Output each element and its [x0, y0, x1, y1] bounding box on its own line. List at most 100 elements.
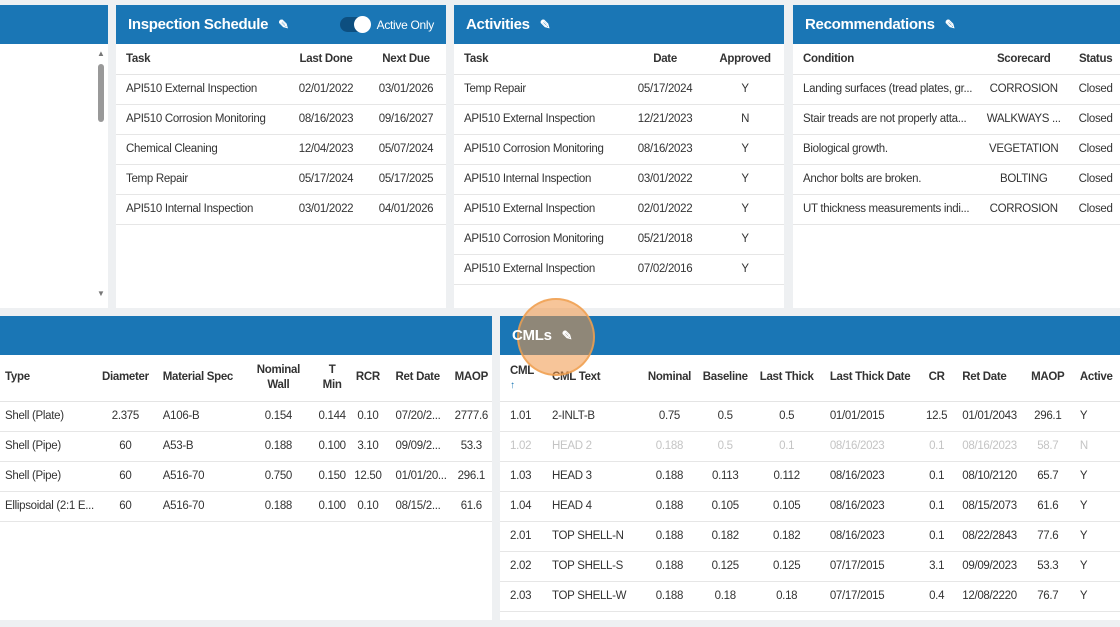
scroll-down-icon[interactable]: ▼ [97, 289, 105, 298]
column-header[interactable]: Nominal [642, 355, 697, 402]
table-row[interactable]: 2.02 TOP SHELL-S 0.188 0.125 0.125 07/17/2015… [500, 551, 1120, 582]
sort-ascending-icon[interactable]: ↑ [510, 379, 515, 391]
table-row[interactable]: 1.03 HEAD 3 0.188 0.113 0.112 08/16/2023 0.1 08… [500, 461, 1120, 492]
table-cell: 07/20/2... [385, 401, 451, 432]
table-row[interactable]: Chemical Cleaning 12/04/2023 05/07/2024 [116, 134, 446, 165]
scroll-up-icon[interactable]: ▲ [97, 49, 105, 58]
table-row[interactable]: Temp Repair 05/17/2024 Y [454, 74, 784, 105]
edit-pencil-icon[interactable]: ✎ [278, 16, 289, 32]
column-header[interactable]: Active [1069, 355, 1120, 402]
table-cell: 08/16/2023 [819, 461, 921, 492]
table-row[interactable]: 2.03 TOP SHELL-W 0.188 0.18 0.18 07/17/2015 0.… [500, 581, 1120, 612]
table-row[interactable]: API510 Internal Inspection 03/01/2022 04/0… [116, 194, 446, 225]
table-cell: TOP SHELL-W [542, 581, 642, 612]
column-header[interactable]: Task [116, 44, 286, 75]
table-cell: 08/15/2... [385, 491, 451, 522]
column-header[interactable]: MAOP [450, 355, 492, 402]
table-cell: API510 External Inspection [454, 104, 624, 135]
table-cell: 08/16/2023 [819, 521, 921, 552]
table-cell: 0.750 [242, 461, 314, 492]
column-header[interactable]: Material Spec [152, 355, 243, 402]
column-header[interactable]: Condition [793, 44, 977, 75]
table-cell: 77.6 [1025, 521, 1070, 552]
table-cell: N [706, 104, 784, 135]
table-cell: 08/16/2023 [624, 134, 707, 165]
table-cell: 61.6 [450, 491, 492, 522]
table-cell: API510 Internal Inspection [454, 164, 624, 195]
column-header[interactable]: MAOP [1025, 355, 1070, 402]
column-header[interactable]: Scorecard [976, 44, 1072, 75]
column-header[interactable]: CR [921, 355, 953, 402]
table-cell: 0.188 [642, 551, 697, 582]
table-row[interactable]: Shell (Pipe) 60 A53-B 0.188 0.100 3.10 09/09/2… [0, 431, 492, 462]
column-header[interactable]: Approved [706, 44, 784, 75]
table-row[interactable]: 1.01 2-INLT-B 0.75 0.5 0.5 01/01/2015 12.5 01/0… [500, 401, 1120, 432]
table-cell: 0.1 [753, 431, 820, 462]
table-row[interactable]: API510 Corrosion Monitoring 08/16/2023 Y [454, 134, 784, 165]
table-row[interactable]: Landing surfaces (tread plates, gr... COR… [793, 74, 1120, 105]
table-row[interactable]: 2.01 TOP SHELL-N 0.188 0.182 0.182 08/16/2023… [500, 521, 1120, 552]
table-row[interactable]: API510 External Inspection 07/02/2016 Y [454, 254, 784, 285]
table-row[interactable]: API510 Corrosion Monitoring 08/16/2023 09/… [116, 104, 446, 135]
table-row[interactable]: Shell (Plate) 2.375 A106-B 0.154 0.144 0.10 07… [0, 401, 492, 432]
table-cell: 07/17/2015 [819, 551, 921, 582]
table-row[interactable]: API510 External Inspection 02/01/2022 Y [454, 194, 784, 225]
table-row[interactable]: UT thickness measurements indi... CORROSI… [793, 194, 1120, 225]
scrollbar[interactable]: ▲ ▼ [96, 49, 106, 304]
table-cell: 60 [97, 491, 153, 522]
table-row[interactable]: Ellipsoidal (2:1 E... 60 A516-70 0.188 0.100… [0, 491, 492, 522]
edit-pencil-icon[interactable]: ✎ [539, 16, 551, 32]
table-cell: 0.4 [921, 581, 953, 612]
table-row[interactable]: Biological growth. VEGETATION Closed [793, 134, 1120, 165]
table-cell: Y [1069, 491, 1120, 522]
column-header[interactable]: T Min [313, 355, 351, 402]
table-row[interactable]: Temp Repair 05/17/2024 05/17/2025 [116, 164, 446, 195]
column-header[interactable]: Nominal Wall [242, 355, 314, 402]
column-header[interactable]: CML ↑ [500, 355, 542, 402]
table-cell: 0.188 [242, 491, 314, 522]
edit-pencil-icon[interactable]: ✎ [561, 327, 573, 343]
table-row[interactable]: Shell (Pipe) 60 A516-70 0.750 0.150 12.50 01/0… [0, 461, 492, 492]
table-cell: 1.01 [500, 401, 542, 432]
table-cell: API510 Corrosion Monitoring [454, 224, 624, 255]
column-header[interactable]: Baseline [696, 355, 754, 402]
column-header[interactable]: Task [454, 44, 624, 75]
column-header[interactable]: Date [624, 44, 707, 75]
table-row[interactable]: API510 External Inspection 02/01/2022 03/0… [116, 74, 446, 105]
table-row[interactable]: 1.02 HEAD 2 0.188 0.5 0.1 08/16/2023 0.1 08/16/… [500, 431, 1120, 462]
table-cell: 0.1 [921, 431, 953, 462]
table-row[interactable]: API510 External Inspection 12/21/2023 N [454, 104, 784, 135]
table-cell: 05/07/2024 [366, 134, 446, 165]
edit-pencil-icon[interactable]: ✎ [944, 16, 956, 32]
table-cell: 02/01/2022 [624, 194, 707, 225]
column-header[interactable]: Last Done [286, 44, 366, 75]
table-cell: 61.6 [1025, 491, 1070, 522]
table-cell: 0.1 [921, 521, 953, 552]
column-header[interactable]: Diameter [97, 355, 153, 402]
recommendations-panel: Recommendations ✎ Condition Scorecard Statu… [793, 5, 1120, 308]
column-header[interactable]: CML Text [542, 355, 642, 402]
table-row[interactable]: API510 Corrosion Monitoring 05/21/2018 Y [454, 224, 784, 255]
table-cell: Closed [1071, 104, 1120, 135]
table-row[interactable]: 1.04 HEAD 4 0.188 0.105 0.105 08/16/2023 0.1 08… [500, 491, 1120, 522]
column-header[interactable]: Ret Date [385, 355, 451, 402]
header-row: Type Diameter Material Spec Nominal Wall T M… [0, 355, 492, 402]
table-row[interactable]: Anchor bolts are broken. BOLTING Closed [793, 164, 1120, 195]
table-cell: 01/01/20... [385, 461, 451, 492]
table-cell: 12/21/2023 [624, 104, 707, 135]
toggle-switch[interactable] [339, 16, 371, 33]
table-row[interactable]: API510 Internal Inspection 03/01/2022 Y [454, 164, 784, 195]
table-cell: HEAD 4 [542, 491, 642, 522]
active-only-toggle[interactable]: Active Only [339, 16, 434, 33]
table-cell: BOLTING [976, 164, 1072, 195]
scrollbar-thumb[interactable] [98, 64, 104, 122]
column-header[interactable]: Status [1071, 44, 1120, 75]
table-cell: Y [706, 134, 784, 165]
column-header[interactable]: RCR [350, 355, 386, 402]
column-header[interactable]: Type [0, 355, 98, 402]
column-header[interactable]: Next Due [366, 44, 446, 75]
column-header[interactable]: Last Thick [753, 355, 820, 402]
column-header[interactable]: Ret Date [952, 355, 1026, 402]
table-row[interactable]: Stair treads are not properly atta... WAL… [793, 104, 1120, 135]
column-header[interactable]: Last Thick Date [819, 355, 921, 402]
